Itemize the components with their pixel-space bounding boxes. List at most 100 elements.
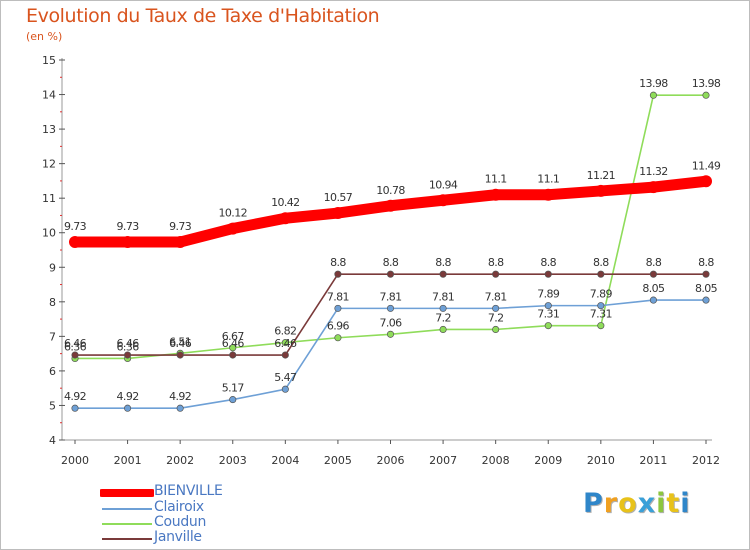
y-tick-label: 10 xyxy=(42,227,56,240)
data-label-bienville: 9.73 xyxy=(169,220,192,233)
data-point-janville xyxy=(281,351,289,359)
legend-swatch xyxy=(102,538,152,540)
legend-label: Clairoix xyxy=(154,499,204,515)
data-label-bienville: 10.42 xyxy=(271,196,300,209)
x-tick-label: 2001 xyxy=(114,454,142,467)
data-point-janville xyxy=(386,270,395,278)
data-label-coudun: 6.36 xyxy=(117,340,140,353)
data-label-janville: 8.8 xyxy=(330,256,346,269)
data-label-bienville: 9.73 xyxy=(64,220,87,233)
data-point-clairoix xyxy=(334,304,342,312)
y-tick-label: 14 xyxy=(42,89,56,102)
data-point-janville xyxy=(544,270,552,278)
data-point-bienville xyxy=(174,236,187,249)
data-label-coudun: 7.2 xyxy=(488,311,504,324)
chart-title: Evolution du Taux de Taxe d'Habitation xyxy=(26,5,380,27)
data-label-clairoix: 4.92 xyxy=(64,390,86,403)
data-label-clairoix: 7.81 xyxy=(432,290,454,303)
y-tick-label: 7 xyxy=(49,330,56,343)
data-point-clairoix xyxy=(544,302,552,310)
data-label-clairoix: 7.89 xyxy=(590,288,613,301)
logo-letter: i xyxy=(680,488,691,519)
data-label-coudun: 7.31 xyxy=(537,308,559,321)
data-point-janville xyxy=(71,351,79,359)
data-label-coudun: 6.96 xyxy=(327,320,350,333)
data-point-coudun xyxy=(544,322,552,330)
data-label-coudun: 7.31 xyxy=(590,308,612,321)
legend-label: BIENVILLE xyxy=(154,483,223,499)
x-tick-label: 2007 xyxy=(429,454,457,467)
data-label-clairoix: 8.05 xyxy=(695,282,718,295)
data-point-clairoix xyxy=(492,304,500,312)
data-label-janville: 8.8 xyxy=(435,256,451,269)
y-tick-label: 6 xyxy=(49,365,56,378)
data-point-janville xyxy=(492,270,500,278)
data-label-janville: 6.46 xyxy=(117,337,140,350)
proxiti-logo: Proxiti xyxy=(583,488,691,519)
data-label-clairoix: 8.05 xyxy=(642,282,665,295)
data-label-clairoix: 7.81 xyxy=(485,290,507,303)
data-point-bienville xyxy=(489,188,502,201)
logo-letter: P xyxy=(583,488,604,519)
x-tick-label: 2002 xyxy=(166,454,194,467)
data-label-coudun: 6.51 xyxy=(169,335,191,348)
data-point-janville xyxy=(229,351,237,359)
data-label-janville: 8.8 xyxy=(540,256,556,269)
data-point-janville xyxy=(124,351,132,359)
data-labels-layer: 9.73 9.73 9.73 10.12 10.42 10.57 10.78 10.94 11.… xyxy=(64,77,721,403)
logo-letter: i xyxy=(656,488,667,519)
data-point-bienville xyxy=(700,175,712,188)
x-tick-label: 2006 xyxy=(377,454,405,467)
data-label-coudun: 13.98 xyxy=(692,77,721,90)
data-point-janville xyxy=(649,270,657,278)
data-label-coudun: 6.67 xyxy=(222,330,245,343)
data-point-janville xyxy=(597,270,605,278)
data-label-bienville: 11.49 xyxy=(692,159,721,172)
data-label-bienville: 9.73 xyxy=(117,220,140,233)
data-label-bienville: 11.1 xyxy=(537,173,559,186)
data-label-clairoix: 5.17 xyxy=(222,382,245,395)
x-tick-label: 2000 xyxy=(61,454,89,467)
data-point-clairoix xyxy=(597,302,605,310)
data-label-clairoix: 5.47 xyxy=(274,371,297,384)
data-label-clairoix: 7.89 xyxy=(537,288,560,301)
data-point-janville xyxy=(439,270,447,278)
legend-label: Coudun xyxy=(154,514,207,530)
data-label-bienville: 10.94 xyxy=(429,178,458,191)
data-point-janville xyxy=(176,351,184,359)
data-point-bienville xyxy=(384,199,397,212)
x-tick-label: 2008 xyxy=(482,454,510,467)
legend-swatch xyxy=(100,489,154,497)
data-point-clairoix xyxy=(71,404,79,412)
data-point-clairoix xyxy=(439,304,447,312)
data-label-clairoix: 4.92 xyxy=(169,390,191,403)
data-point-janville xyxy=(702,270,710,278)
data-point-bienville xyxy=(542,188,555,201)
y-tick-label: 13 xyxy=(42,123,56,136)
legend-swatch xyxy=(102,523,152,525)
data-point-coudun xyxy=(439,325,447,334)
data-label-janville: 6.46 xyxy=(222,337,245,350)
y-tick-label: 4 xyxy=(49,434,56,447)
x-tick-label: 2005 xyxy=(324,454,352,467)
y-tick-label: 5 xyxy=(49,399,56,412)
data-point-coudun xyxy=(334,334,342,342)
data-point-coudun xyxy=(649,91,657,99)
data-point-clairoix xyxy=(176,404,184,412)
data-label-coudun: 13.98 xyxy=(639,77,668,90)
data-point-coudun xyxy=(492,325,500,334)
chart-axes: 4 5 6 7 8 9 10 11 12 13 14 15 2000 2001 2002 2003 2004 20… xyxy=(42,54,720,467)
x-tick-label: 2012 xyxy=(692,454,720,467)
data-label-janville: 8.8 xyxy=(593,256,609,269)
x-tick-label: 2010 xyxy=(587,454,615,467)
series-layer xyxy=(69,91,712,412)
data-label-coudun: 7.2 xyxy=(435,311,451,324)
data-label-clairoix: 7.81 xyxy=(327,290,349,303)
legend-label: Janville xyxy=(154,529,202,545)
data-point-bienville xyxy=(437,194,450,207)
data-label-bienville: 10.57 xyxy=(324,191,353,204)
data-point-janville xyxy=(334,270,342,278)
data-label-janville: 6.46 xyxy=(274,337,297,350)
data-label-janville: 6.46 xyxy=(169,337,192,350)
